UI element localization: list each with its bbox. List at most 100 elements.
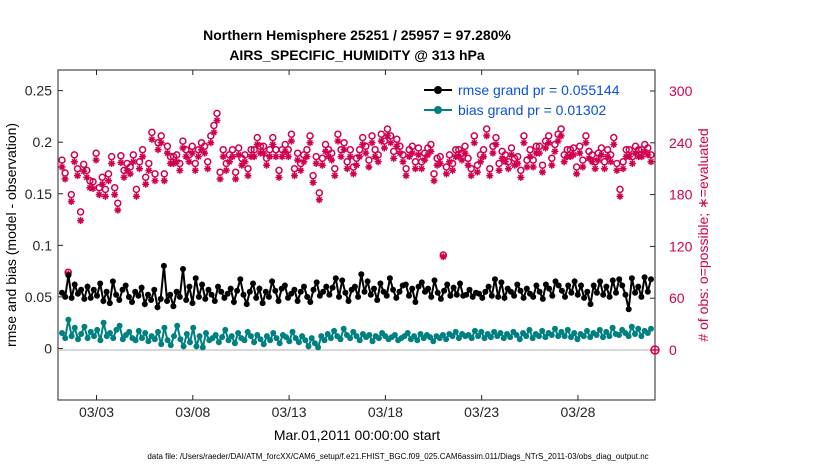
bias-series [59,316,654,351]
rmse-point [176,293,183,300]
obs-possible-point [436,152,444,161]
rmse-series [59,262,654,313]
rmse-point [71,281,78,288]
obs-evaluated-point [591,165,599,173]
bias-point [648,325,654,332]
bias-point [142,330,149,336]
obs-evaluated-point [238,161,246,169]
rmse-point [648,276,654,283]
rmse-point [141,301,148,308]
obs-evaluated-point [300,158,308,166]
rmse-point [364,278,371,285]
obs-possible-point [461,142,469,151]
obs-evaluated-point [58,163,66,171]
obs-evaluated-point [535,149,543,157]
y-tick-label-left: 0.2 [33,134,53,150]
obs-evaluated-point [309,179,317,187]
obs-evaluated-point [439,253,447,261]
obs-possible-point [368,132,376,140]
obs-evaluated-point [101,192,109,200]
rmse-point [367,291,374,298]
obs-evaluated-point [377,137,385,145]
bias-point [427,334,434,341]
rmse-point [358,271,365,278]
obs-evaluated-point [362,149,370,157]
rmse-point [523,285,530,292]
obs-possible-point [538,161,547,169]
bias-point [292,335,299,342]
bias-point [139,335,145,342]
rmse-point [374,297,381,303]
obs-evaluated-point [120,173,128,181]
bias-point [119,336,126,343]
bias-point [497,330,504,336]
rmse-point [562,293,568,300]
obs-evaluated-point [523,163,531,171]
bias-point [391,332,398,338]
bias-point [270,330,277,336]
obs-possible-point [451,145,460,154]
bias-point [593,332,600,338]
obs-evaluated-point [396,149,404,157]
bias-point [107,330,113,336]
obs-possible-point [464,154,472,163]
y-tick-label-right: 180 [669,187,693,203]
bias-point [100,319,107,326]
y-axis-left: 0 0.05 0.1 0.15 0.2 0.25 [25,83,63,356]
obs-possible-point [148,128,156,137]
bias-point [542,334,549,341]
bias-point [94,326,101,333]
obs-evaluated-point [157,139,165,147]
rmse-point [74,290,81,297]
rmse-point [498,279,505,286]
bias-point [507,334,514,341]
rmse-point [625,306,632,313]
rmse-point [606,293,613,300]
bias-point [225,337,232,344]
bias-point [183,331,190,337]
rmse-point [412,299,419,305]
rmse-point [132,288,139,295]
obs-evaluated-point [517,173,525,181]
obs-evaluated-point [303,153,311,161]
bias-point [161,324,168,331]
rmse-point [437,295,444,302]
bias-point [478,328,485,335]
obs-evaluated-point [597,151,605,159]
zero-obs-series [650,345,660,355]
obs-possible-point [622,145,630,154]
bias-point [526,326,533,333]
y-axis-right: 0 60 120 180 240 300 [650,83,693,358]
rmse-point [170,303,177,310]
obs-evaluated-point [619,165,627,173]
obs-possible-point [532,142,541,151]
obs-evaluated-point [384,132,391,140]
bias-point [289,328,296,335]
bias-point [97,337,104,344]
obs-possible-point [343,158,351,166]
bias-point [571,330,578,336]
obs-possible-point [247,145,255,154]
rmse-point [291,286,298,293]
rmse-point [520,294,527,301]
obs-evaluated-point [291,172,298,180]
obs-evaluated-point [129,158,137,166]
bias-point [283,334,290,341]
obs-evaluated-point [579,163,587,171]
bias-point [523,333,530,340]
obs-evaluated-point [198,146,205,154]
bias-point [404,330,411,336]
bias-point [471,327,478,334]
obs-evaluated-point [328,156,336,164]
rmse-point [501,294,508,301]
bias-point [116,322,123,329]
obs-possible-point [250,145,258,154]
y-tick-label-right: 240 [669,135,693,151]
rmse-point [431,277,438,284]
rmse-point [380,288,387,295]
obs-evaluated-point [136,165,143,173]
obs-evaluated-point [632,149,639,157]
y-tick-label-left: 0.15 [25,186,52,202]
obs-evaluated-point [250,153,258,161]
bias-point [244,328,251,335]
